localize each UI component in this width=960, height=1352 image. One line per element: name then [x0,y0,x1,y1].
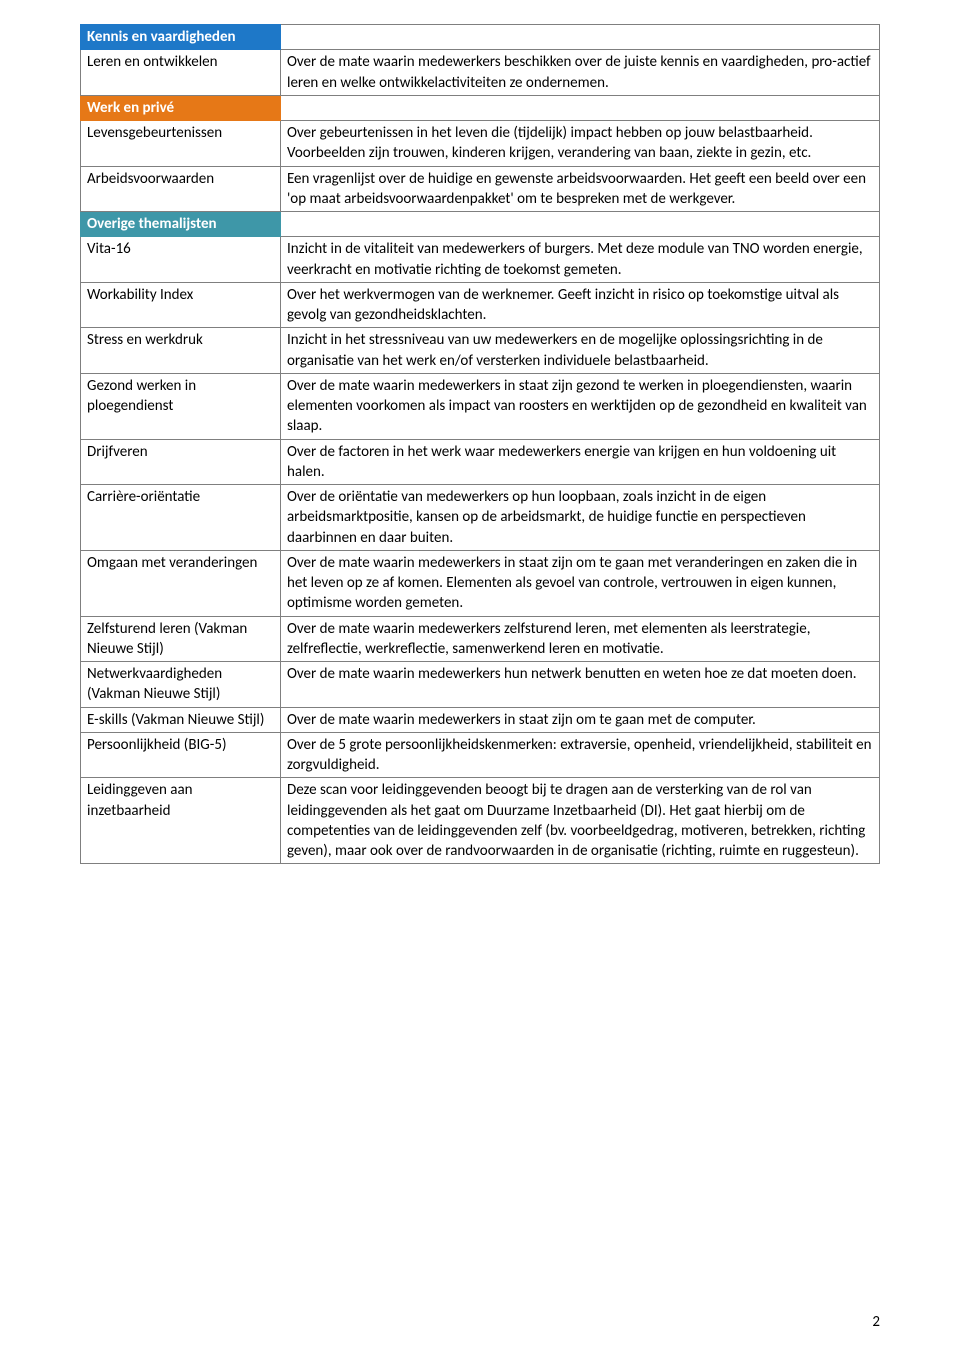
row-label: Netwerkvaardigheden (Vakman Nieuwe Stijl… [81,662,281,708]
table-row: Gezond werken in ploegendienst Over de m… [81,373,880,439]
row-desc: Inzicht in het stressniveau van uw medew… [281,328,880,374]
table-row: Vita-16 Inzicht in de vitaliteit van med… [81,237,880,283]
table-row: Omgaan met veranderingen Over de mate wa… [81,550,880,616]
row-label: Arbeidsvoorwaarden [81,166,281,212]
empty-cell [281,212,880,237]
themes-table: Kennis en vaardigheden Leren en ontwikke… [80,24,880,864]
row-desc: Over de mate waarin medewerkers hun netw… [281,662,880,708]
table-row: E-skills (Vakman Nieuwe Stijl) Over de m… [81,707,880,732]
document-page: Kennis en vaardigheden Leren en ontwikke… [0,0,960,1352]
row-desc: Over de mate waarin medewerkers zelfstur… [281,616,880,662]
empty-cell [281,95,880,120]
table-row: Carrière-oriëntatie Over de oriëntatie v… [81,485,880,551]
table-row: Stress en werkdruk Inzicht in het stress… [81,328,880,374]
row-desc: Over gebeurtenissen in het leven die (ti… [281,121,880,167]
row-desc: Over de 5 grote persoonlijkheidskenmerke… [281,732,880,778]
row-desc: Inzicht in de vitaliteit van medewerkers… [281,237,880,283]
section-title: Kennis en vaardigheden [81,25,281,50]
row-desc: Over de mate waarin medewerkers beschikk… [281,50,880,96]
table-row: Persoonlijkheid (BIG-5) Over de 5 grote … [81,732,880,778]
row-desc: Over het werkvermogen van de werknemer. … [281,282,880,328]
section-title: Overige themalijsten [81,212,281,237]
section-header-blue: Kennis en vaardigheden [81,25,880,50]
table-row: Leren en ontwikkelen Over de mate waarin… [81,50,880,96]
table-row: Levensgebeurtenissen Over gebeurtenissen… [81,121,880,167]
row-label: Leidinggeven aan inzetbaarheid [81,778,281,864]
row-label: Zelfsturend leren (Vakman Nieuwe Stijl) [81,616,281,662]
row-label: Stress en werkdruk [81,328,281,374]
row-desc: Over de factoren in het werk waar medewe… [281,439,880,485]
row-desc: Over de mate waarin medewerkers in staat… [281,707,880,732]
row-desc: Deze scan voor leidinggevenden beoogt bi… [281,778,880,864]
row-label: E-skills (Vakman Nieuwe Stijl) [81,707,281,732]
row-label: Levensgebeurtenissen [81,121,281,167]
table-row: Leidinggeven aan inzetbaarheid Deze scan… [81,778,880,864]
row-desc: Over de oriëntatie van medewerkers op hu… [281,485,880,551]
section-title: Werk en privé [81,95,281,120]
row-desc: Over de mate waarin medewerkers in staat… [281,373,880,439]
row-label: Persoonlijkheid (BIG-5) [81,732,281,778]
table-row: Drijfveren Over de factoren in het werk … [81,439,880,485]
row-label: Omgaan met veranderingen [81,550,281,616]
row-label: Gezond werken in ploegendienst [81,373,281,439]
row-label: Drijfveren [81,439,281,485]
empty-cell [281,25,880,50]
row-desc: Over de mate waarin medewerkers in staat… [281,550,880,616]
row-desc: Een vragenlijst over de huidige en gewen… [281,166,880,212]
section-header-teal: Overige themalijsten [81,212,880,237]
table-row: Zelfsturend leren (Vakman Nieuwe Stijl) … [81,616,880,662]
row-label: Vita-16 [81,237,281,283]
section-header-orange: Werk en privé [81,95,880,120]
table-row: Netwerkvaardigheden (Vakman Nieuwe Stijl… [81,662,880,708]
row-label: Carrière-oriëntatie [81,485,281,551]
page-number: 2 [872,1312,880,1332]
row-label: Workability Index [81,282,281,328]
table-row: Workability Index Over het werkvermogen … [81,282,880,328]
row-label: Leren en ontwikkelen [81,50,281,96]
table-row: Arbeidsvoorwaarden Een vragenlijst over … [81,166,880,212]
